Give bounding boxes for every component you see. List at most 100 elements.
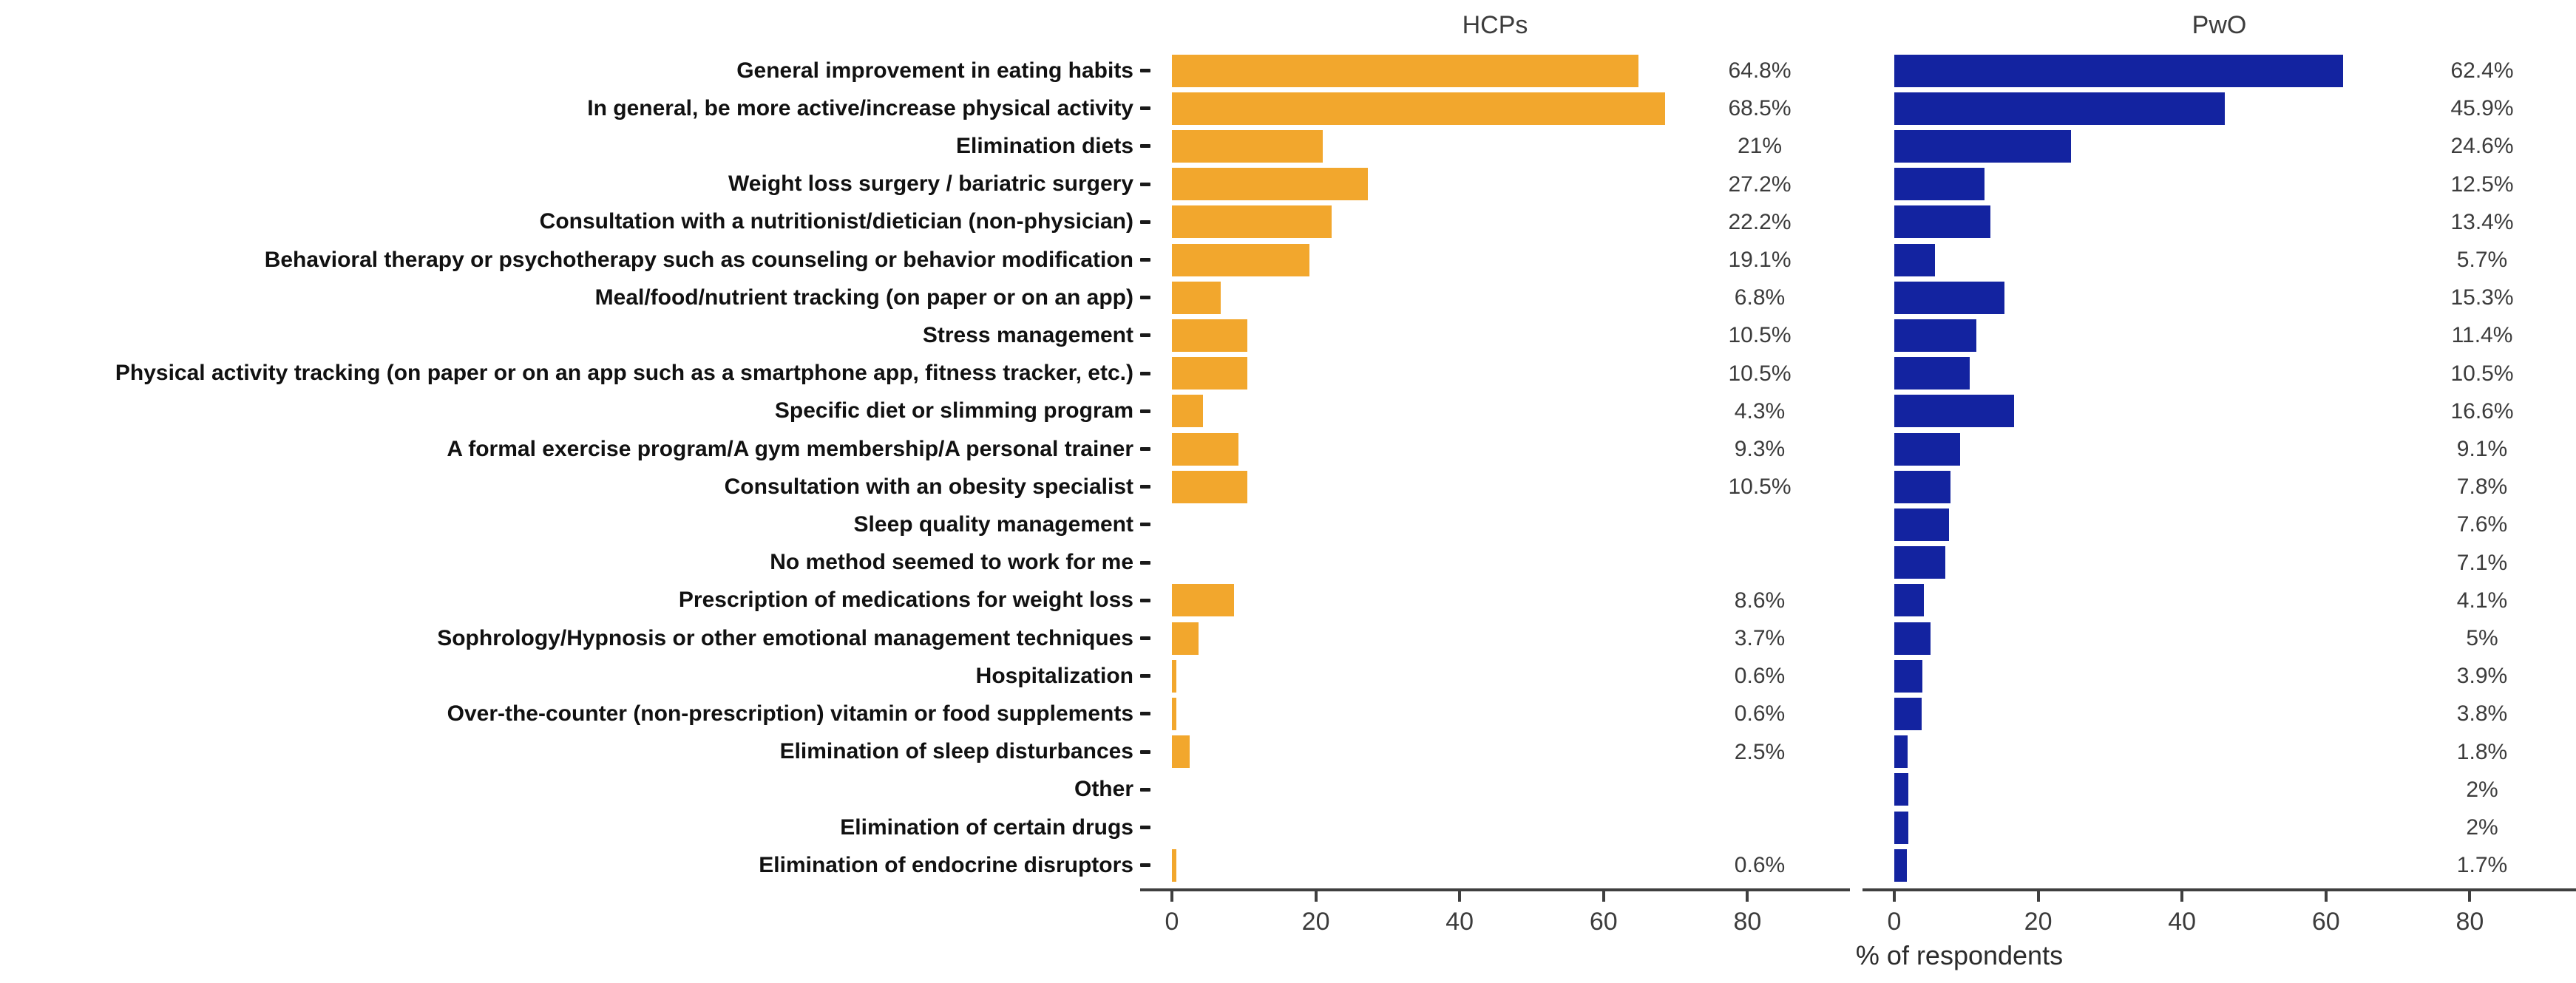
category-row: General improvement in eating habits: [0, 52, 1150, 89]
hcps-value-label: 6.8%: [1734, 285, 1786, 310]
pwo-bar: [1894, 698, 1922, 730]
category-row: In general, be more active/increase phys…: [0, 89, 1150, 127]
y-axis-tick: [1140, 485, 1150, 489]
hcps-value-label: 8.6%: [1734, 588, 1786, 613]
pwo-bar: [1894, 508, 1949, 541]
x-axis-tick-label: 60: [2311, 908, 2340, 936]
category-row: Specific diet or slimming program: [0, 392, 1150, 430]
pwo-plot-panel: 62.4% 45.9% 24.6% 12.5% 13.4% 5.7% 15.3% 11.4% 1…: [1862, 0, 2576, 983]
category-label: General improvement in eating habits: [736, 58, 1133, 83]
pwo-bar: [1894, 205, 1991, 239]
pwo-bar: [1894, 848, 1907, 882]
category-label: Stress management: [922, 322, 1133, 347]
pwo-value-label: 16.6%: [2450, 398, 2514, 424]
x-axis-tick-label: 40: [2168, 908, 2197, 936]
hcps-value-label: 0.6%: [1734, 701, 1786, 727]
category-row: Behavioral therapy or psychotherapy such…: [0, 241, 1150, 279]
y-axis-tick: [1140, 69, 1150, 73]
category-row: Other: [0, 771, 1150, 809]
category-row: Weight loss surgery / bariatric surgery: [0, 166, 1150, 203]
pwo-bar: [1894, 281, 2004, 314]
pwo-bar: [1894, 168, 1984, 201]
x-axis-tick-label: 0: [1165, 908, 1179, 936]
hcps-bar: [1172, 54, 1638, 87]
category-label: Over-the-counter (non-prescription) vita…: [447, 701, 1133, 726]
hcps-value-label: 9.3%: [1734, 437, 1786, 461]
hcps-bar: [1172, 205, 1332, 239]
pwo-value-label: 1.8%: [2456, 739, 2508, 764]
category-row: Sophrology/Hypnosis or other emotional m…: [0, 619, 1150, 657]
x-axis-tick: [1893, 891, 1896, 902]
hcps-value-label: 3.7%: [1734, 626, 1786, 650]
pwo-bar: [1894, 54, 2344, 87]
category-label: Specific diet or slimming program: [774, 398, 1133, 424]
category-label: No method seemed to work for me: [770, 550, 1133, 575]
pwo-bar: [1894, 622, 1931, 655]
category-label: Other: [1074, 777, 1133, 802]
y-axis-tick: [1140, 863, 1150, 868]
x-axis-tick: [2036, 891, 2040, 902]
x-axis-tick-label: 0: [1887, 908, 1902, 936]
y-axis-tick: [1140, 144, 1150, 149]
pwo-value-label: 1.7%: [2456, 853, 2508, 878]
category-label: Elimination of endocrine disruptors: [759, 852, 1133, 877]
pwo-value-label: 2%: [2466, 815, 2498, 840]
hcps-bar: [1172, 735, 1190, 769]
category-row: A formal exercise program/A gym membersh…: [0, 430, 1150, 468]
y-axis-tick: [1140, 258, 1150, 262]
pwo-bar: [1894, 773, 1909, 806]
hcps-bar: [1172, 395, 1203, 428]
hcps-value-label: 19.1%: [1728, 248, 1792, 272]
x-axis-tick: [2468, 891, 2472, 902]
category-label: Meal/food/nutrient tracking (on paper or…: [594, 285, 1133, 310]
category-label: Sophrology/Hypnosis or other emotional m…: [437, 625, 1133, 650]
x-axis-tick-label: 60: [1589, 908, 1618, 936]
y-axis-tick: [1140, 296, 1150, 300]
pwo-value-label: 9.1%: [2456, 437, 2508, 461]
category-label: Elimination diets: [955, 133, 1133, 158]
y-axis-tick: [1140, 182, 1150, 186]
y-axis-tick: [1140, 674, 1150, 678]
pwo-value-label: 13.4%: [2450, 209, 2514, 234]
category-row: Elimination diets: [0, 127, 1150, 165]
category-label: Elimination of sleep disturbances: [779, 739, 1133, 764]
hcps-value-label: 0.6%: [1734, 664, 1786, 689]
hcps-bar: [1172, 357, 1248, 390]
pwo-value-label: 3.9%: [2456, 664, 2508, 689]
pwo-bar: [1894, 811, 1909, 844]
x-axis-tick: [1458, 891, 1462, 902]
hcps-value-label: 10.5%: [1728, 475, 1792, 500]
y-axis-tick: [1140, 333, 1150, 338]
pwo-bar: [1894, 735, 1908, 769]
pwo-bar: [1894, 319, 1976, 352]
x-axis-tick-label: 20: [1301, 908, 1330, 936]
hcps-bar: [1172, 281, 1221, 314]
panel-title-hcps: HCPs: [1462, 11, 1528, 39]
pwo-value-label: 45.9%: [2450, 96, 2514, 121]
hcps-value-label: 64.8%: [1728, 58, 1792, 83]
pwo-bar: [1894, 92, 2225, 125]
hcps-bar: [1172, 168, 1368, 201]
hcps-value-label: 27.2%: [1728, 171, 1792, 197]
category-row: Hospitalization: [0, 657, 1150, 695]
hcps-value-label: 10.5%: [1728, 361, 1792, 386]
y-axis-tick: [1140, 371, 1150, 375]
y-axis-tick: [1140, 560, 1150, 565]
hcps-bar: [1172, 698, 1176, 730]
category-row: Meal/food/nutrient tracking (on paper or…: [0, 279, 1150, 316]
hcps-bar: [1172, 319, 1248, 352]
pwo-value-label: 7.6%: [2456, 512, 2508, 537]
pwo-value-label: 4.1%: [2456, 588, 2508, 613]
pwo-value-label: 15.3%: [2450, 285, 2514, 310]
x-axis-tick-label: 40: [1445, 908, 1474, 936]
category-row: Consultation with an obesity specialist: [0, 468, 1150, 506]
category-label: Weight loss surgery / bariatric surgery: [728, 171, 1133, 197]
y-axis-tick: [1140, 598, 1150, 602]
hcps-value-label: 68.5%: [1728, 96, 1792, 121]
pwo-value-label: 12.5%: [2450, 171, 2514, 197]
hcps-value-label: 10.5%: [1728, 323, 1792, 348]
pwo-value-label: 5%: [2466, 626, 2498, 650]
y-axis-tick: [1140, 826, 1150, 830]
pwo-bar: [1894, 395, 2014, 428]
